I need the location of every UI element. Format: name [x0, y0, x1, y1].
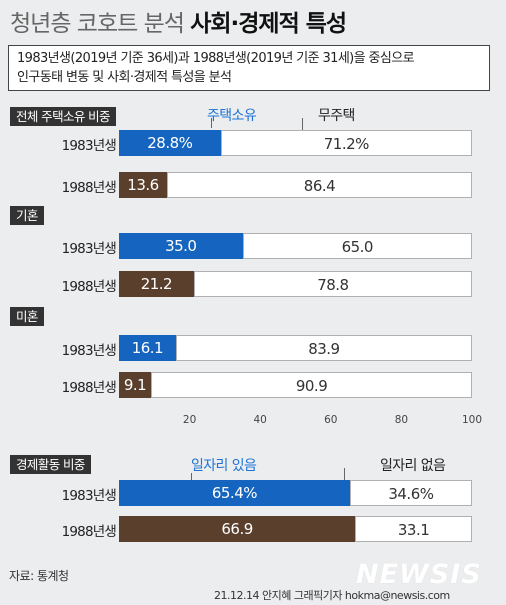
section-label: 경제활동 비중 [10, 455, 91, 474]
bar-segment: 86.4 [167, 172, 472, 198]
section-label: 기혼 [10, 206, 44, 225]
legend-pointer-line [211, 118, 212, 128]
data-label: 78.8 [317, 276, 349, 294]
description-box: 1983년생(2019년 기준 36세)과 1988년생(2019년 기준 31… [8, 45, 490, 91]
data-label: 71.2% [323, 135, 370, 153]
axis-tick-label: 20 [182, 414, 197, 426]
data-label: 33.1 [397, 521, 430, 539]
bar-segment: 66.9 [119, 516, 356, 542]
section-label: 전체 주택소유 비중 [10, 107, 116, 126]
bar-segment: 9.1 [119, 372, 152, 398]
title-light: 청년층 코호트 분석 [10, 11, 185, 37]
legend-pointer-line [344, 468, 345, 480]
page-title: 청년층 코호트 분석 사회·경제적 특성 [10, 4, 347, 38]
description-line-2: 인구동태 변동 및 사회·경제적 특성을 분석 [17, 70, 232, 85]
axis-tick-label: 100 [461, 414, 483, 426]
data-label: 13.6 [127, 176, 159, 194]
bar-segment: 28.8% [119, 130, 221, 156]
source-note: 자료: 통계청 [9, 569, 69, 583]
bar-segment: 34.6% [349, 480, 472, 506]
row-label: 1983년생 [61, 241, 117, 257]
data-label: 66.9 [221, 520, 253, 538]
bar-segment: 71.2% [220, 130, 472, 156]
data-label: 35.0 [165, 237, 197, 255]
bar-segment: 21.2 [119, 271, 194, 297]
data-label: 65.4% [211, 484, 258, 502]
data-label: 28.8% [147, 134, 193, 152]
row-label: 1988년생 [61, 279, 117, 295]
axis-tick-label: 40 [253, 414, 267, 426]
watermark-logo: NEWSIS [356, 559, 482, 590]
credit-line: 21.12.14 안지혜 그래픽기자 hokma@newsis.com [214, 589, 450, 602]
title-bold: 사회·경제적 특성 [190, 11, 347, 37]
row-label: 1983년생 [61, 488, 117, 504]
data-label: 65.0 [341, 238, 374, 256]
data-label: 21.2 [140, 275, 173, 293]
legend-label: 주택소유 [207, 108, 257, 124]
bar-segment: 35.0 [119, 233, 243, 259]
bar-segment: 65.4% [119, 480, 350, 506]
bar-segment: 90.9 [151, 372, 472, 398]
legend-label: 일자리 없음 [380, 458, 446, 474]
bar-segment: 78.8 [193, 271, 472, 297]
bar-segment: 65.0 [242, 233, 472, 259]
axis-tick-label: 60 [324, 414, 338, 426]
axis-tick-label: 80 [394, 414, 409, 426]
row-label: 1983년생 [61, 343, 117, 359]
data-label: 86.4 [303, 177, 336, 195]
data-label: 34.6% [388, 485, 434, 503]
data-label: 90.9 [295, 377, 328, 395]
bar-segment: 83.9 [175, 335, 472, 361]
row-label: 1988년생 [61, 180, 117, 196]
section-label: 미혼 [10, 307, 44, 326]
data-label: 9.1 [123, 376, 147, 394]
row-label: 1983년생 [61, 138, 117, 154]
data-label: 16.1 [131, 339, 164, 357]
bar-segment: 13.6 [119, 172, 167, 198]
legend-label: 일자리 있음 [191, 458, 257, 474]
legend-pointer-line [302, 118, 303, 132]
data-label: 83.9 [308, 340, 340, 358]
bar-segment: 33.1 [355, 516, 472, 542]
row-label: 1988년생 [61, 380, 117, 396]
row-label: 1988년생 [61, 524, 117, 540]
bar-segment: 16.1 [119, 335, 176, 361]
description-line-1: 1983년생(2019년 기준 36세)과 1988년생(2019년 기준 31… [17, 51, 415, 66]
legend-pointer-line [191, 473, 192, 480]
legend-label: 무주택 [318, 108, 355, 124]
